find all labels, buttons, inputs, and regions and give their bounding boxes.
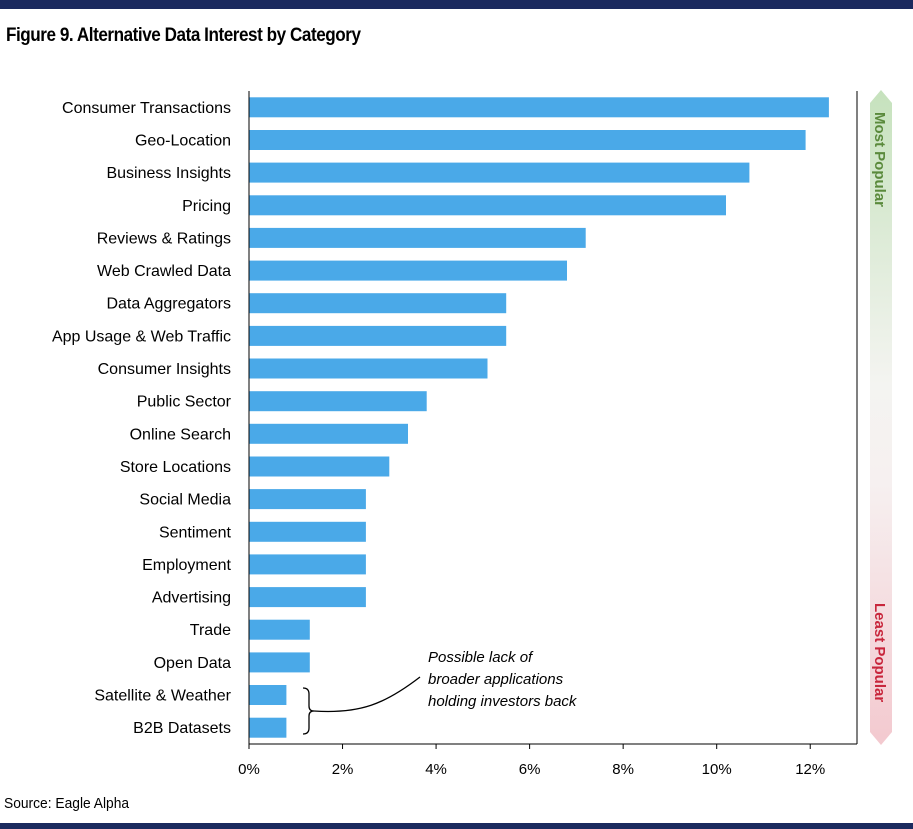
bar xyxy=(249,619,310,640)
bar xyxy=(249,195,726,216)
category-label: Reviews & Ratings xyxy=(97,230,231,247)
x-tick-label: 2% xyxy=(332,761,354,778)
annotation-line-2: broader applications xyxy=(428,671,564,688)
most-popular-label: Most Popular xyxy=(871,112,888,207)
bar xyxy=(249,554,366,575)
x-tick-label: 6% xyxy=(519,761,541,778)
bar xyxy=(249,521,366,542)
bracket-brace xyxy=(302,687,315,735)
bar xyxy=(249,423,408,444)
popularity-gradient-arrow xyxy=(870,90,892,745)
x-tick-label: 10% xyxy=(702,761,732,778)
bar xyxy=(249,325,507,346)
category-label: Sentiment xyxy=(159,524,232,541)
category-label: Trade xyxy=(190,622,231,639)
category-label: Business Insights xyxy=(106,165,231,182)
bar xyxy=(249,717,287,738)
bar xyxy=(249,130,806,150)
category-label: Employment xyxy=(142,557,231,574)
category-label: Web Crawled Data xyxy=(97,263,231,280)
annotation-bracket xyxy=(302,676,421,735)
category-label: Consumer Transactions xyxy=(62,100,231,117)
bar xyxy=(249,587,366,608)
bar xyxy=(249,227,586,248)
category-label: Geo-Location xyxy=(135,133,231,150)
figure-title: Figure 9. Alternative Data Interest by C… xyxy=(6,25,361,46)
source-note: Source: Eagle Alpha xyxy=(4,795,130,812)
bottom-rule xyxy=(0,823,913,829)
category-label: Data Aggregators xyxy=(106,296,231,313)
bar xyxy=(249,358,488,379)
bar xyxy=(249,456,390,477)
category-label: Open Data xyxy=(154,655,231,672)
bar xyxy=(249,162,750,183)
annotation-line-1: Possible lack of xyxy=(428,649,534,666)
category-label: Online Search xyxy=(130,426,231,443)
category-label: Advertising xyxy=(152,590,231,607)
category-label: Social Media xyxy=(139,492,231,509)
x-tick-label: 8% xyxy=(612,761,634,778)
popularity-scale xyxy=(870,90,892,745)
category-label: Consumer Insights xyxy=(98,361,231,378)
bar xyxy=(249,652,310,673)
top-rule xyxy=(0,0,913,9)
x-tick-label: 4% xyxy=(425,761,447,778)
bar xyxy=(249,489,366,510)
bar xyxy=(249,685,287,705)
x-tick-label: 12% xyxy=(795,761,825,778)
category-label: B2B Datasets xyxy=(133,720,231,737)
least-popular-label: Least Popular xyxy=(871,603,888,702)
category-label: App Usage & Web Traffic xyxy=(52,328,231,345)
annotation-leader-line xyxy=(313,676,421,713)
bar xyxy=(249,391,427,412)
x-tick-label: 0% xyxy=(238,761,260,778)
category-label: Store Locations xyxy=(120,459,231,476)
annotation-line-3: holding investors back xyxy=(428,693,578,710)
bar xyxy=(249,260,567,281)
category-label: Public Sector xyxy=(137,394,232,411)
category-label: Satellite & Weather xyxy=(94,688,231,705)
bar xyxy=(249,97,829,118)
bar xyxy=(249,293,507,314)
category-label: Pricing xyxy=(182,198,231,215)
